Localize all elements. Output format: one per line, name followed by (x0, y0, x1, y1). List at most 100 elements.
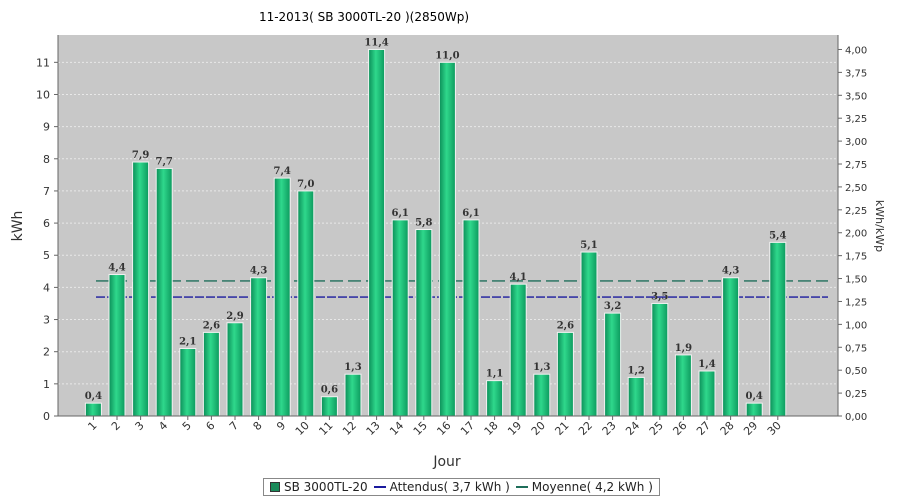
data-label: 3,2 (604, 301, 621, 312)
data-label: 5,8 (415, 218, 432, 229)
data-label: 0,4 (745, 391, 762, 402)
x-axis-label: Jour (432, 454, 461, 470)
bar (226, 322, 244, 417)
data-label: 4,3 (250, 266, 267, 277)
bar (202, 331, 220, 417)
y-tick-label: 8 (43, 153, 50, 166)
y2-tick-label: 1,00 (845, 320, 867, 331)
bar (769, 241, 787, 417)
y2-tick-label: 2,00 (845, 229, 867, 240)
y-axis-label: kWh (10, 211, 26, 242)
x-tick-label: 9 (274, 419, 288, 433)
bar (297, 190, 315, 417)
y-tick-label: 7 (43, 185, 50, 198)
x-tick-label: 23 (600, 419, 619, 438)
data-label: 3,5 (651, 291, 668, 302)
x-tick-label: 19 (505, 419, 524, 438)
legend-item-series: SB 3000TL-20 (270, 480, 368, 494)
y-tick-label: 10 (36, 88, 50, 101)
data-label: 5,4 (769, 230, 786, 241)
bar (415, 229, 433, 417)
x-tick-label: 6 (203, 419, 217, 433)
x-tick-label: 27 (694, 419, 713, 438)
data-label: 7,0 (297, 179, 314, 190)
data-label: 1,3 (533, 362, 550, 373)
bar (179, 347, 197, 417)
x-tick-label: 21 (552, 419, 571, 438)
x-tick-label: 26 (670, 419, 689, 438)
data-label: 7,9 (132, 150, 149, 161)
y-tick-label: 4 (43, 281, 50, 294)
x-tick-label: 22 (576, 419, 595, 438)
bar (698, 370, 716, 417)
data-label: 1,1 (486, 369, 503, 380)
bar (604, 312, 622, 417)
y2-tick-label: 0,50 (845, 366, 867, 377)
bar (368, 48, 386, 417)
x-tick-label: 1 (85, 419, 99, 433)
bar (745, 402, 763, 417)
data-label: 1,4 (698, 359, 715, 370)
data-label: 7,7 (155, 156, 172, 167)
y-tick-label: 6 (43, 217, 50, 230)
y-tick-label: 11 (36, 56, 50, 69)
data-label: 2,6 (203, 320, 220, 331)
data-label: 0,4 (85, 391, 102, 402)
y-tick-label: 9 (43, 121, 50, 134)
y-tick-label: 2 (43, 346, 50, 359)
data-label: 2,1 (179, 336, 196, 347)
bar (391, 219, 409, 417)
bar (722, 277, 740, 417)
data-label: 1,2 (627, 365, 644, 376)
x-tick-label: 8 (251, 419, 265, 433)
x-tick-label: 13 (364, 419, 383, 438)
y2-tick-label: 2,25 (845, 206, 867, 217)
data-label: 6,1 (462, 208, 479, 219)
y2-tick-label: 2,75 (845, 160, 867, 171)
data-label: 4,1 (509, 272, 526, 283)
y2-tick-label: 3,75 (845, 68, 867, 79)
y2-tick-label: 1,75 (845, 252, 867, 263)
legend-item-expected: Attendus( 3,7 kWh ) (373, 480, 510, 494)
bar (155, 167, 173, 417)
y2-axis-label: kWh/kWp (873, 200, 886, 252)
x-tick-label: 5 (180, 419, 194, 433)
x-tick-label: 12 (340, 419, 359, 438)
x-tick-label: 15 (411, 419, 430, 438)
x-tick-label: 3 (133, 419, 147, 433)
x-tick-label: 4 (156, 419, 170, 433)
data-label: 2,6 (557, 320, 574, 331)
legend: SB 3000TL-20 Attendus( 3,7 kWh ) Moyenne… (263, 478, 660, 496)
bar (320, 396, 338, 417)
data-label: 11,4 (364, 37, 388, 48)
y2-tick-label: 2,50 (845, 183, 867, 194)
x-tick-label: 2 (109, 419, 123, 433)
x-tick-label: 14 (387, 419, 406, 438)
x-tick-label: 10 (293, 419, 312, 438)
y2-tick-label: 0,00 (845, 412, 867, 423)
bar (344, 373, 362, 417)
bar (651, 302, 669, 417)
bar (250, 277, 268, 417)
bar (674, 354, 692, 417)
y-tick-label: 0 (43, 410, 50, 423)
bar (84, 402, 102, 417)
bar (438, 61, 456, 417)
legend-item-average: Moyenne( 4,2 kWh ) (515, 480, 653, 494)
legend-label-series: SB 3000TL-20 (284, 480, 368, 494)
y-tick-label: 3 (43, 314, 50, 327)
y2-tick-label: 3,00 (845, 137, 867, 148)
legend-label-average: Moyenne( 4,2 kWh ) (531, 480, 653, 494)
chart-title: 11-2013( SB 3000TL-20 )(2850Wp) (259, 10, 469, 24)
data-label: 4,4 (108, 263, 125, 274)
x-tick-label: 11 (316, 419, 335, 438)
y2-tick-label: 1,50 (845, 275, 867, 286)
bar (132, 161, 150, 417)
data-label: 7,4 (273, 166, 290, 177)
legend-swatch-average (515, 486, 528, 488)
x-tick-label: 24 (623, 419, 642, 438)
legend-label-expected: Attendus( 3,7 kWh ) (389, 480, 510, 494)
data-label: 5,1 (580, 240, 597, 251)
bar (580, 251, 598, 417)
